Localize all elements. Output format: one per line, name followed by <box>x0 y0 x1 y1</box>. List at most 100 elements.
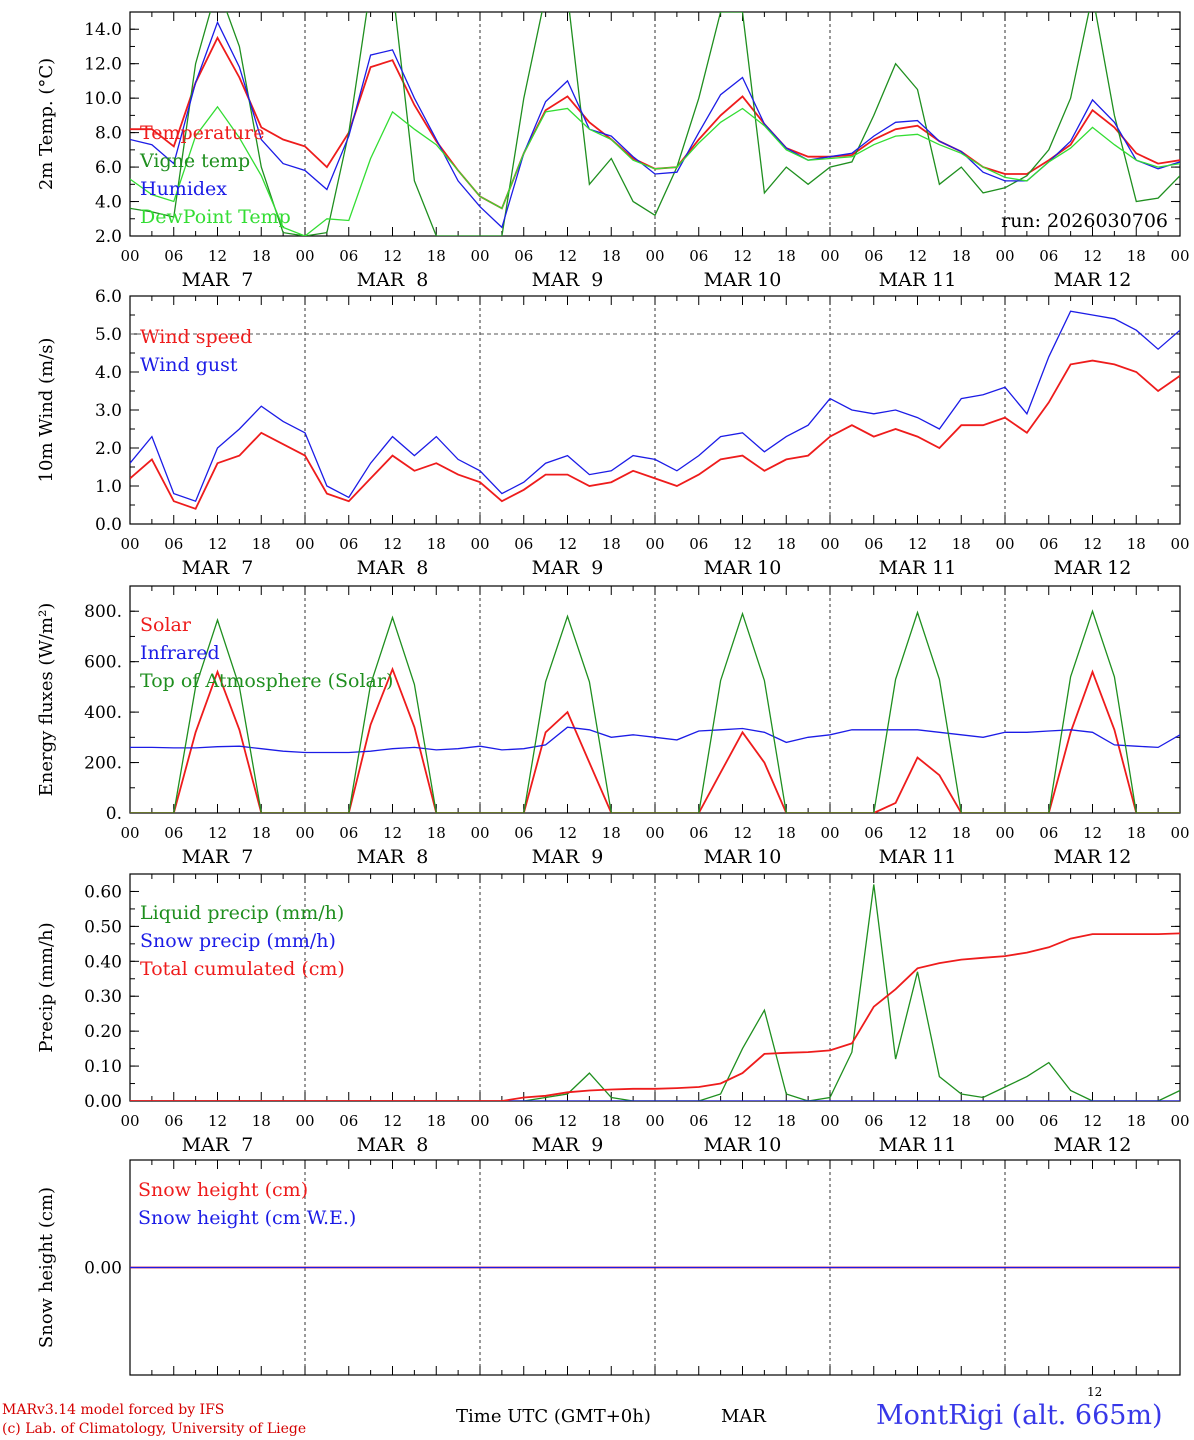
x-tick-label: 00 <box>995 535 1014 553</box>
x-tick-label: 12 <box>383 824 402 842</box>
x-tick-label: 12 <box>558 535 577 553</box>
day-label: MAR 8 <box>357 846 429 868</box>
x-tick-label: 06 <box>164 824 183 842</box>
series-line-vigne-temp <box>130 12 1180 236</box>
month-label: MAR <box>721 1406 766 1427</box>
lab-credit: (c) Lab. of Climatology, University of L… <box>2 1421 307 1437</box>
legend-entry: Top of Atmosphere (Solar) <box>140 670 393 692</box>
x-tick-label: 18 <box>777 824 796 842</box>
x-tick-label: 12 <box>558 247 577 265</box>
panel-1: 2.0 4.0 6.0 8.0 10.0 12.0 14.0 2m Temp. (°C) 00 0… <box>36 11 1190 291</box>
x-tick-label: 06 <box>1039 1112 1058 1130</box>
y-tick-label: 0.10 <box>84 1057 122 1077</box>
x-tick-label: 00 <box>995 247 1014 265</box>
y-tick-label: 0. <box>106 804 122 824</box>
x-tick-label: 12 <box>908 824 927 842</box>
y-tick-label: 12.0 <box>84 55 122 75</box>
x-tick-label: 12 <box>208 824 227 842</box>
day-label: MAR 10 <box>704 1134 782 1156</box>
x-tick-label: 18 <box>602 1112 621 1130</box>
x-tick-label: 18 <box>1127 1112 1146 1130</box>
day-label: MAR 8 <box>357 269 429 291</box>
y-tick-label: 0.00 <box>84 1259 122 1279</box>
x-tick-label: 06 <box>339 247 358 265</box>
day-label: MAR 11 <box>879 557 957 579</box>
day-label: MAR 12 <box>1054 557 1132 579</box>
x-tick-label: 06 <box>864 824 883 842</box>
station-title: MontRigi (alt. 665m) <box>876 1400 1163 1431</box>
x-tick-label: 00 <box>295 824 314 842</box>
x-tick-label: 18 <box>777 247 796 265</box>
x-tick-label: 00 <box>645 247 664 265</box>
legend-entry: Liquid precip (mm/h) <box>140 902 344 924</box>
legend-entry: Snow height (cm W.E.) <box>138 1207 356 1229</box>
x-tick-label: 18 <box>952 247 971 265</box>
day-label: MAR 11 <box>879 846 957 868</box>
x-tick-label: 00 <box>295 247 314 265</box>
y-tick-label: 0.60 <box>84 882 122 902</box>
panel-4: 0.00 0.10 0.20 0.30 0.40 0.50 0.60 Precip (mm/h… <box>36 873 1190 1156</box>
x-tick-label: 18 <box>427 824 446 842</box>
series-line-liquid-precip-mm-h <box>130 884 1180 1101</box>
y-tick-label: 200. <box>84 754 122 774</box>
x-tick-label: 12 <box>208 1112 227 1130</box>
x-tick-label: 00 <box>295 535 314 553</box>
x-tick-label: 00 <box>120 247 139 265</box>
y-axis-label: Energy fluxes (W/m²) <box>36 603 57 797</box>
x-tick-label: 00 <box>470 824 489 842</box>
x-tick-label: 06 <box>1039 535 1058 553</box>
day-label: MAR 11 <box>879 1134 957 1156</box>
day-label: MAR 7 <box>182 269 254 291</box>
x-tick-label: 00 <box>820 1112 839 1130</box>
legend-entry: Humidex <box>140 178 227 200</box>
y-axis-label: 2m Temp. (°C) <box>36 58 57 190</box>
y-tick-label: 6.0 <box>95 287 122 307</box>
x-tick-label: 18 <box>1127 535 1146 553</box>
x-tick-label: 12 <box>1083 1112 1102 1130</box>
x-tick-label: 12 <box>733 824 752 842</box>
x-tick-label: 00 <box>1170 1112 1189 1130</box>
x-tick-label: 18 <box>952 535 971 553</box>
x-tick-label: 12 <box>208 535 227 553</box>
day-label: MAR 10 <box>704 846 782 868</box>
y-axis-label: 10m Wind (m/s) <box>36 338 57 483</box>
x-tick-label: 18 <box>427 1112 446 1130</box>
model-credit: MARv3.14 model forced by IFS <box>2 1402 225 1418</box>
x-tick-label: 06 <box>514 1112 533 1130</box>
day-label: MAR 10 <box>704 269 782 291</box>
x-tick-label: 12 <box>733 247 752 265</box>
x-tick-label: 06 <box>164 247 183 265</box>
y-tick-label: 1.0 <box>95 477 122 497</box>
y-tick-label: 6.0 <box>95 158 122 178</box>
x-tick-label: 06 <box>164 535 183 553</box>
day-label: MAR 12 <box>1054 846 1132 868</box>
day-label: MAR 11 <box>879 269 957 291</box>
day-label: MAR 9 <box>532 846 604 868</box>
y-tick-label: 4.0 <box>95 363 122 383</box>
x-tick-label: 12 <box>1083 247 1102 265</box>
series-line-wind-gust <box>130 310 1180 503</box>
time-axis-label: Time UTC (GMT+0h) <box>456 1406 651 1427</box>
x-tick-label: 06 <box>514 535 533 553</box>
x-tick-label: 00 <box>1170 824 1189 842</box>
series-line-infrared <box>130 726 1180 754</box>
day-label: MAR 10 <box>704 557 782 579</box>
day-label: MAR 12 <box>1054 269 1132 291</box>
x-tick-label: 12 <box>733 1112 752 1130</box>
x-tick-label: 06 <box>864 247 883 265</box>
x-tick-label: 18 <box>1127 247 1146 265</box>
x-tick-label: 18 <box>952 824 971 842</box>
x-tick-label: 12 <box>383 535 402 553</box>
y-tick-label: 800. <box>84 602 122 622</box>
x-tick-label: 06 <box>689 1112 708 1130</box>
day-label: MAR 9 <box>532 269 604 291</box>
y-tick-label: 0.50 <box>84 917 122 937</box>
y-tick-label: 0.40 <box>84 952 122 972</box>
x-tick-label: 00 <box>295 1112 314 1130</box>
legend-entry: Snow precip (mm/h) <box>140 930 336 952</box>
y-tick-label: 0.0 <box>95 515 122 535</box>
x-tick-label: 12 <box>383 1112 402 1130</box>
y-tick-label: 0.30 <box>84 987 122 1007</box>
run-annotation: run: 2026030706 <box>1001 210 1168 232</box>
